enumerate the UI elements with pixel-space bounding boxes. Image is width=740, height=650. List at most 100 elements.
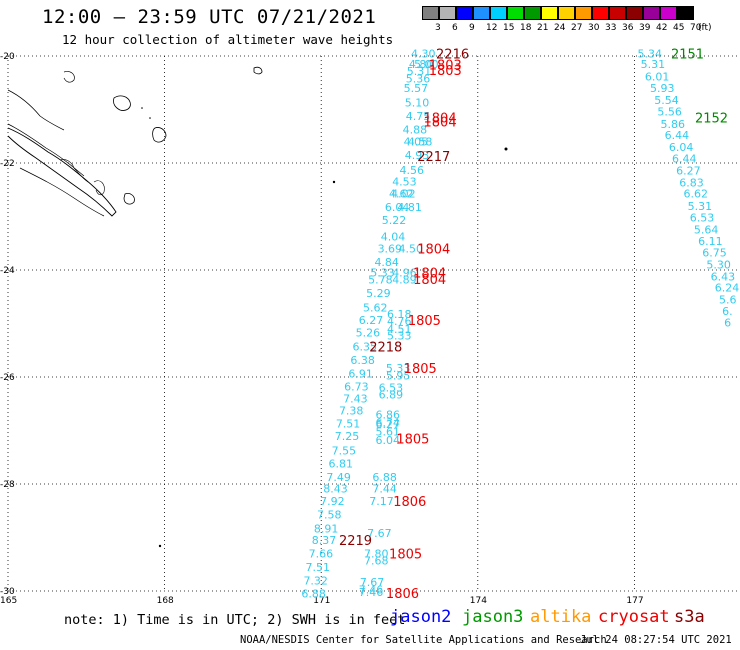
color-swatch — [643, 6, 660, 20]
color-scale-label: 24 — [554, 23, 566, 33]
swh-value: 5.29 — [366, 287, 391, 300]
color-scale-label: 33 — [605, 23, 617, 33]
swh-value: 7.58 — [317, 508, 342, 521]
swh-value: 4.56 — [400, 164, 425, 177]
swh-value: 5.26 — [356, 327, 381, 340]
color-swatch — [490, 6, 507, 20]
color-swatch — [541, 6, 558, 20]
swh-value: 5.30 — [706, 259, 731, 272]
color-scale-label: 45 — [673, 23, 685, 33]
swh-value: 6.53 — [690, 212, 715, 225]
swh-value: 6.86 — [375, 408, 400, 421]
swh-value: 6.27 — [359, 314, 384, 327]
color-swatch — [422, 6, 439, 20]
page-subtitle: 12 hour collection of altimeter wave hei… — [62, 32, 394, 47]
pass-time-label: 2218 — [369, 341, 402, 356]
color-swatch — [473, 6, 490, 20]
lat-tick-label: -20 — [0, 52, 15, 62]
pass-time-label: 1806 — [386, 587, 419, 602]
pass-time-label: 2216 — [436, 47, 469, 62]
swh-value: 6.35 — [353, 341, 378, 354]
pass-time-label: 1804 — [413, 267, 446, 282]
color-scale-labels: 3 6 9 12 15 18 21 24 27 30 33 36 39 42 45 70 (ft) — [422, 0, 740, 40]
legend-s3a: s3a — [674, 607, 705, 627]
swh-value: 6.04 — [669, 141, 694, 154]
legend-jason3: jason3 — [462, 607, 524, 627]
color-swatch — [677, 6, 694, 20]
color-swatch — [456, 6, 473, 20]
swh-value: 6.88 — [372, 471, 397, 484]
swh-value: 6.01 — [645, 70, 670, 83]
swh-value: 6.24 — [715, 282, 740, 295]
color-scale-label: 27 — [571, 23, 583, 33]
lon-tick-label: 174 — [470, 596, 487, 605]
swh-value: 7.80 — [364, 548, 389, 561]
color-swatch — [592, 6, 609, 20]
swh-value: 6.83 — [679, 176, 704, 189]
swh-value: 4.58 — [408, 136, 433, 149]
swh-value: 5.54 — [654, 94, 679, 107]
pass-time-label: 1803 — [429, 64, 462, 79]
swh-value: 4.84 — [374, 256, 399, 269]
pass-time-label: 1804 — [413, 273, 446, 288]
swh-value: 4.76 — [387, 315, 412, 328]
color-scale-label: 9 — [469, 23, 475, 33]
swh-value: 7.68 — [364, 555, 389, 568]
lat-tick-label: -30 — [0, 587, 15, 597]
color-scale-label: 36 — [622, 23, 634, 33]
swh-value: 7.51 — [306, 561, 331, 574]
swh-value: 6.11 — [698, 235, 723, 248]
swh-value: 8.43 — [323, 482, 348, 495]
swh-value: 6.73 — [344, 381, 369, 394]
swh-value: 6.04 — [385, 201, 410, 214]
lat-tick-label: -28 — [0, 480, 15, 490]
color-scale-unit: (ft) — [698, 23, 712, 33]
swh-value: 5.6 — [719, 293, 737, 306]
color-scale-label: 3 — [435, 23, 441, 33]
credit-line: NOAA/NESDIS Center for Satellite Applica… — [240, 634, 607, 646]
legend-cryosat: cryosat — [598, 607, 670, 627]
swh-value: 5.86 — [661, 118, 686, 131]
swh-value: 7.92 — [320, 495, 345, 508]
color-scale-legend — [422, 6, 694, 20]
color-scale-label: 6 — [452, 23, 458, 33]
swh-value: 7.38 — [339, 405, 364, 418]
swh-value: 6.27 — [375, 418, 400, 431]
swh-value: 7.49 — [326, 471, 351, 484]
swh-value: 4.04 — [381, 230, 406, 243]
swh-value: 4.51 — [387, 323, 412, 336]
generated-timestamp: Jul 24 08:27:54 UTC 2021 — [580, 634, 732, 646]
pass-time-label: 1803 — [429, 59, 462, 74]
swh-value: 6.62 — [683, 187, 708, 200]
footer-note: note: 1) Time is in UTC; 2) SWH is in fe… — [64, 612, 406, 628]
swh-value: 7.67 — [367, 527, 392, 540]
swh-value: 5.31 — [407, 65, 432, 78]
pass-time-label: 1805 — [408, 314, 441, 329]
color-scale-label: 30 — [588, 23, 600, 33]
pass-time-label: 1805 — [389, 548, 422, 563]
swh-value: 5.31 — [641, 58, 666, 71]
swh-value: 4.88 — [403, 123, 428, 136]
lon-tick-label: 171 — [313, 596, 330, 605]
swh-value: 6.27 — [676, 164, 701, 177]
color-scale-label: 18 — [520, 23, 532, 33]
swh-value: 5.34 — [638, 47, 663, 60]
color-swatch — [660, 6, 677, 20]
swh-value: 7.46 — [359, 586, 384, 599]
swh-values-layer: 4.304.805.005.315.365.575.104.754.884.05… — [301, 47, 739, 600]
pass-time-layer: 2216180318031804180422171804180418041805… — [339, 47, 728, 602]
swh-value: 7.66 — [309, 548, 334, 561]
swh-value: 5.95 — [386, 369, 411, 382]
legend-altika: altika — [530, 607, 592, 627]
color-scale-label: 12 — [486, 23, 498, 33]
swh-value: 6.44 — [672, 153, 697, 166]
swh-value: 6.18 — [387, 308, 412, 321]
swh-value: 7.25 — [335, 430, 360, 443]
color-swatch — [558, 6, 575, 20]
color-scale-label: 15 — [503, 23, 515, 33]
coastline — [7, 66, 508, 548]
swh-value: 5.61 — [375, 426, 400, 439]
color-swatch — [524, 6, 541, 20]
